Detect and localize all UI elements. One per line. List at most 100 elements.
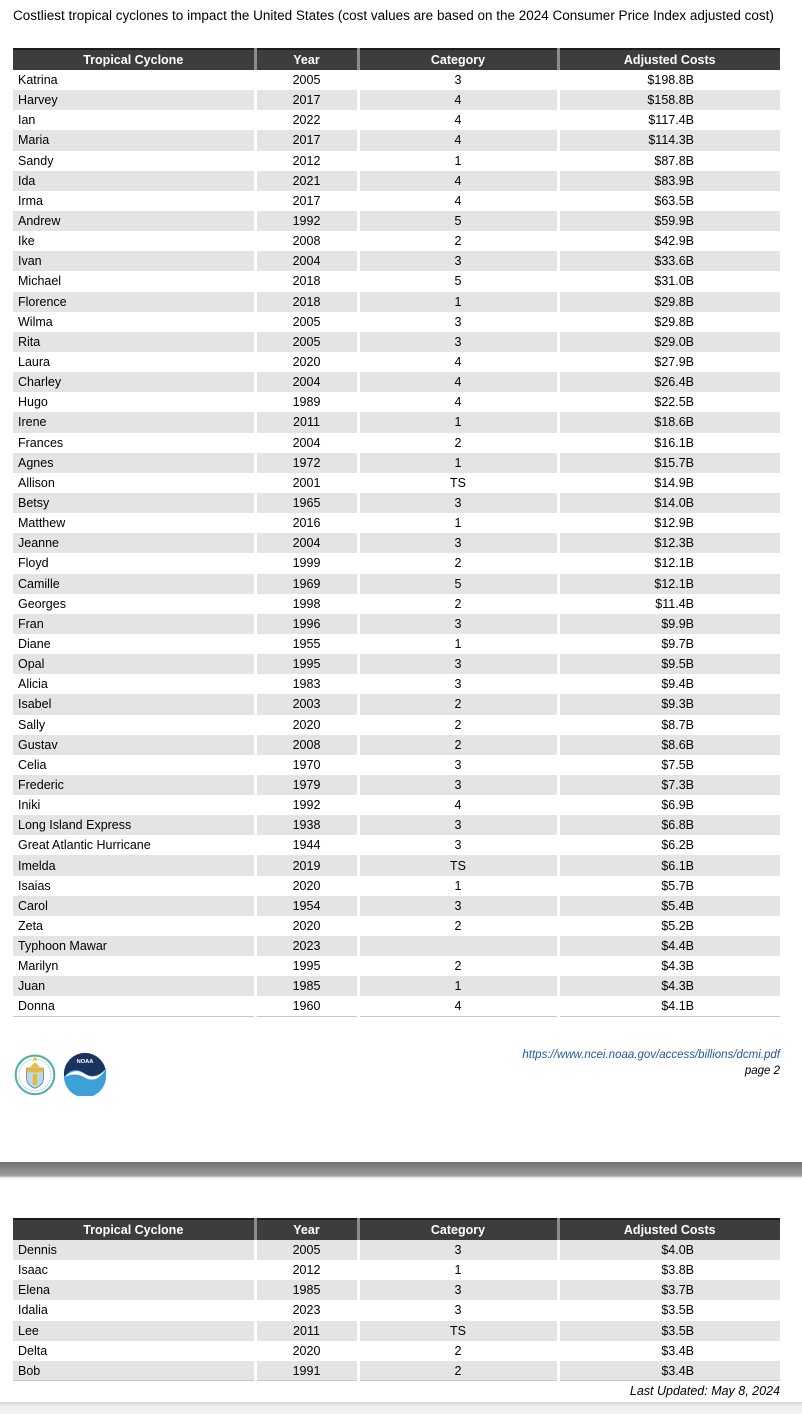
category-cell: 4 bbox=[356, 110, 558, 131]
column-header-tropical-cyclone: Tropical Cyclone bbox=[13, 48, 255, 70]
table-row: Diane 1955 1 $9.7B bbox=[13, 633, 780, 655]
category-cell: 3 bbox=[356, 1240, 558, 1261]
adjusted-cost-cell: $3.4B bbox=[556, 1340, 780, 1361]
cyclone-name-cell: Opal bbox=[13, 654, 255, 675]
table-row: Lee 2011 TS $3.5B bbox=[13, 1320, 780, 1341]
category-cell: 3 bbox=[356, 331, 558, 352]
column-header-tropical-cyclone: Tropical Cyclone bbox=[13, 1218, 255, 1240]
category-cell: 4 bbox=[356, 795, 558, 816]
table-row: Allison 2001 TS $14.9B bbox=[13, 472, 780, 493]
table-row: Wilma 2005 3 $29.8B bbox=[13, 311, 780, 332]
category-cell bbox=[356, 936, 558, 957]
column-header-adjusted-costs: Adjusted Costs bbox=[556, 48, 780, 70]
category-cell: 4 bbox=[356, 392, 558, 413]
adjusted-cost-cell: $29.0B bbox=[556, 331, 780, 352]
adjusted-cost-cell: $83.9B bbox=[556, 170, 780, 191]
adjusted-cost-cell: $8.6B bbox=[556, 734, 780, 755]
year-cell: 2019 bbox=[253, 855, 358, 876]
table-row: Ivan 2004 3 $33.6B bbox=[13, 251, 780, 272]
year-cell: 2021 bbox=[253, 170, 358, 191]
year-cell: 2005 bbox=[253, 311, 358, 332]
cyclone-name-cell: Michael bbox=[13, 271, 255, 292]
costliest-cyclones-table-page1: Tropical Cyclone Year Category Adjusted … bbox=[13, 48, 780, 1018]
table-row: Zeta 2020 2 $5.2B bbox=[13, 915, 780, 937]
cyclone-name-cell: Idalia bbox=[13, 1300, 255, 1321]
year-cell: 1983 bbox=[253, 674, 358, 695]
category-cell: 4 bbox=[356, 130, 558, 151]
category-cell: 3 bbox=[356, 533, 558, 554]
year-cell: 1992 bbox=[253, 795, 358, 816]
cyclone-name-cell: Lee bbox=[13, 1320, 255, 1341]
category-cell: 2 bbox=[356, 1340, 558, 1361]
source-url-link[interactable]: https://www.ncei.noaa.gov/access/billion… bbox=[522, 1049, 780, 1061]
adjusted-cost-cell: $16.1B bbox=[556, 432, 780, 453]
cyclone-name-cell: Frances bbox=[13, 432, 255, 453]
table-row: Katrina 2005 3 $198.8B bbox=[13, 70, 780, 91]
adjusted-cost-cell: $27.9B bbox=[556, 351, 780, 373]
category-cell: 4 bbox=[356, 90, 558, 111]
category-cell: 4 bbox=[356, 372, 558, 393]
year-cell: 2018 bbox=[253, 271, 358, 292]
adjusted-cost-cell: $9.5B bbox=[556, 654, 780, 675]
table-row: Typhoon Mawar 2023 $4.4B bbox=[13, 936, 780, 957]
cyclone-name-cell: Hugo bbox=[13, 392, 255, 413]
cyclone-name-cell: Isabel bbox=[13, 694, 255, 715]
year-cell: 2020 bbox=[253, 915, 358, 937]
adjusted-cost-cell: $4.3B bbox=[556, 956, 780, 977]
category-cell: 2 bbox=[356, 553, 558, 574]
adjusted-cost-cell: $3.4B bbox=[556, 1360, 780, 1381]
year-cell: 2005 bbox=[253, 331, 358, 352]
cyclone-name-cell: Great Atlantic Hurricane bbox=[13, 835, 255, 856]
category-cell: 3 bbox=[356, 251, 558, 272]
table-row: Harvey 2017 4 $158.8B bbox=[13, 90, 780, 111]
category-cell: 1 bbox=[356, 875, 558, 896]
column-header-category: Category bbox=[356, 48, 558, 70]
category-cell: 5 bbox=[356, 271, 558, 292]
table-row: Donna 1960 4 $4.1B bbox=[13, 996, 780, 1017]
adjusted-cost-cell: $3.5B bbox=[556, 1300, 780, 1321]
cyclone-name-cell: Celia bbox=[13, 754, 255, 775]
table-row: Frederic 1979 3 $7.3B bbox=[13, 774, 780, 796]
cyclone-name-cell: Marilyn bbox=[13, 956, 255, 977]
year-cell: 1985 bbox=[253, 976, 358, 997]
table-row: Juan 1985 1 $4.3B bbox=[13, 976, 780, 997]
cyclone-name-cell: Rita bbox=[13, 331, 255, 352]
adjusted-cost-cell: $3.5B bbox=[556, 1320, 780, 1341]
adjusted-cost-cell: $7.5B bbox=[556, 754, 780, 775]
cyclone-name-cell: Laura bbox=[13, 351, 255, 373]
cyclone-name-cell: Matthew bbox=[13, 513, 255, 534]
table-row: Florence 2018 1 $29.8B bbox=[13, 291, 780, 312]
cyclone-name-cell: Alicia bbox=[13, 674, 255, 695]
table-row: Irene 2011 1 $18.6B bbox=[13, 412, 780, 433]
table-row: Agnes 1972 1 $15.7B bbox=[13, 452, 780, 473]
cyclone-name-cell: Sandy bbox=[13, 150, 255, 171]
table-row: Isaac 2012 1 $3.8B bbox=[13, 1260, 780, 1281]
agency-logos: NOAA bbox=[14, 1052, 107, 1096]
table-row: Idalia 2023 3 $3.5B bbox=[13, 1300, 780, 1321]
year-cell: 2018 bbox=[253, 291, 358, 312]
year-cell: 2004 bbox=[253, 533, 358, 554]
adjusted-cost-cell: $7.3B bbox=[556, 774, 780, 796]
adjusted-cost-cell: $29.8B bbox=[556, 291, 780, 312]
adjusted-cost-cell: $4.1B bbox=[556, 996, 780, 1017]
year-cell: 1985 bbox=[253, 1280, 358, 1301]
cyclone-name-cell: Frederic bbox=[13, 774, 255, 796]
category-cell: 4 bbox=[356, 170, 558, 191]
category-cell: 3 bbox=[356, 1280, 558, 1301]
table-row: Elena 1985 3 $3.7B bbox=[13, 1280, 780, 1301]
adjusted-cost-cell: $15.7B bbox=[556, 452, 780, 473]
cyclone-name-cell: Delta bbox=[13, 1340, 255, 1361]
cyclone-name-cell: Irene bbox=[13, 412, 255, 433]
year-cell: 2022 bbox=[253, 110, 358, 131]
year-cell: 1954 bbox=[253, 895, 358, 916]
table-row: Delta 2020 2 $3.4B bbox=[13, 1340, 780, 1361]
column-header-category: Category bbox=[356, 1218, 558, 1240]
cyclone-name-cell: Florence bbox=[13, 291, 255, 312]
adjusted-cost-cell: $33.6B bbox=[556, 251, 780, 272]
adjusted-cost-cell: $9.7B bbox=[556, 633, 780, 655]
adjusted-cost-cell: $6.9B bbox=[556, 795, 780, 816]
cyclone-name-cell: Elena bbox=[13, 1280, 255, 1301]
year-cell: 2008 bbox=[253, 231, 358, 252]
table-row: Floyd 1999 2 $12.1B bbox=[13, 553, 780, 574]
adjusted-cost-cell: $22.5B bbox=[556, 392, 780, 413]
